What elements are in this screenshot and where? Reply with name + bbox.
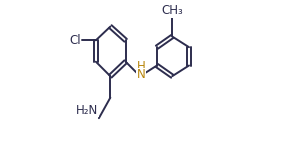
Text: H₂N: H₂N: [76, 104, 98, 117]
Text: H: H: [136, 60, 145, 73]
Text: N: N: [136, 68, 145, 81]
Text: CH₃: CH₃: [161, 4, 183, 17]
Text: Cl: Cl: [69, 34, 81, 47]
